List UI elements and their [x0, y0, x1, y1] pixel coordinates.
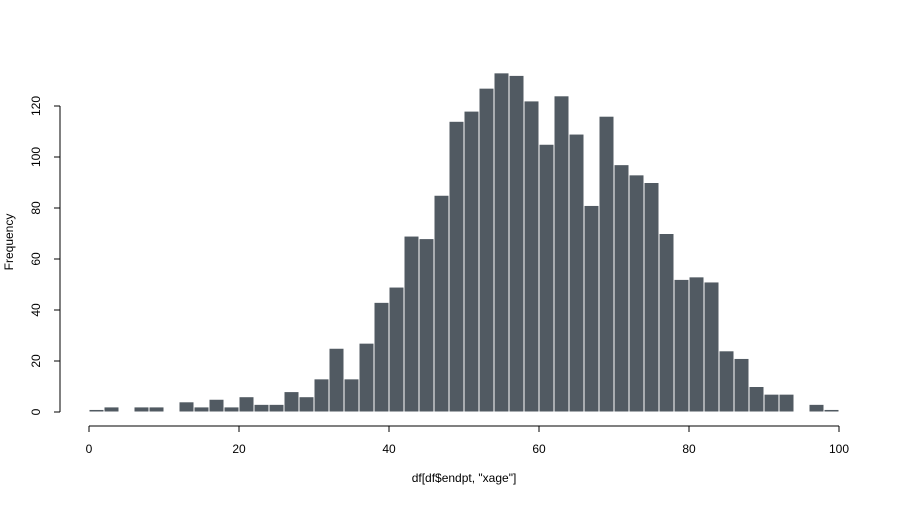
- x-tick-label: 80: [682, 442, 696, 456]
- histogram-bar: [268, 403, 285, 413]
- histogram-bar: [313, 378, 330, 413]
- histogram-bar: [448, 120, 465, 413]
- histogram-bar: [598, 115, 615, 413]
- y-tick-label: 80: [29, 201, 43, 215]
- histogram-bar: [148, 406, 165, 413]
- histogram-bar: [103, 406, 120, 413]
- histogram-bar: [583, 204, 600, 413]
- y-tick-label: 100: [29, 147, 43, 167]
- histogram-bar: [808, 403, 825, 413]
- histogram-bar: [418, 238, 435, 413]
- histogram-bar: [253, 403, 270, 413]
- histogram-bar: [493, 72, 510, 413]
- x-tick-label: 0: [86, 442, 93, 456]
- x-tick-label: 100: [829, 442, 849, 456]
- histogram-bar: [778, 393, 795, 413]
- y-axis: 0 20 40 60 80 100 120: [29, 96, 61, 415]
- histogram-bar: [553, 95, 570, 413]
- histogram-bar: [463, 110, 480, 413]
- histogram-bar: [823, 408, 840, 413]
- histogram-bar: [403, 235, 420, 413]
- histogram-bar: [223, 406, 240, 413]
- histogram-bar: [193, 406, 210, 413]
- bars-layer: [88, 72, 840, 413]
- y-tick-label: 120: [29, 96, 43, 116]
- histogram-bar: [88, 408, 105, 413]
- histogram-bar: [208, 398, 225, 413]
- x-tick-label: 60: [532, 442, 546, 456]
- histogram-bar: [673, 278, 690, 413]
- histogram-bar: [343, 378, 360, 413]
- histogram-bar: [643, 182, 660, 413]
- histogram-bar: [238, 396, 255, 413]
- histogram-bar: [733, 357, 750, 413]
- y-tick-label: 20: [29, 354, 43, 368]
- x-axis-label: df[df$endpt, "xage"]: [412, 471, 517, 485]
- histogram-bar: [538, 143, 555, 413]
- histogram-bar: [613, 164, 630, 413]
- histogram-bar: [658, 233, 675, 413]
- x-tick-label: 40: [382, 442, 396, 456]
- histogram-bar: [358, 342, 375, 413]
- histogram-bar: [478, 87, 495, 413]
- x-axis: 0 20 40 60 80 100: [86, 425, 849, 456]
- histogram-bar: [178, 401, 195, 413]
- y-tick-label: 40: [29, 303, 43, 317]
- histogram-bar: [523, 100, 540, 413]
- histogram-bar: [433, 194, 450, 413]
- histogram-bar: [133, 406, 150, 413]
- histogram-bar: [718, 350, 735, 413]
- histogram-bar: [373, 301, 390, 413]
- histogram-bar: [568, 133, 585, 413]
- histogram-bar: [703, 281, 720, 413]
- histogram-bar: [298, 396, 315, 413]
- histogram-bar: [763, 393, 780, 413]
- histogram-bar: [628, 174, 645, 413]
- histogram-bar: [388, 286, 405, 413]
- y-tick-label: 60: [29, 252, 43, 266]
- histogram-bar: [283, 391, 300, 413]
- histogram-bar: [688, 276, 705, 413]
- y-axis-label: Frequency: [2, 214, 16, 271]
- histogram-bar: [328, 347, 345, 413]
- histogram-bar: [748, 386, 765, 413]
- y-tick-label: 0: [29, 408, 43, 415]
- histogram-bar: [508, 74, 525, 413]
- x-tick-label: 20: [232, 442, 246, 456]
